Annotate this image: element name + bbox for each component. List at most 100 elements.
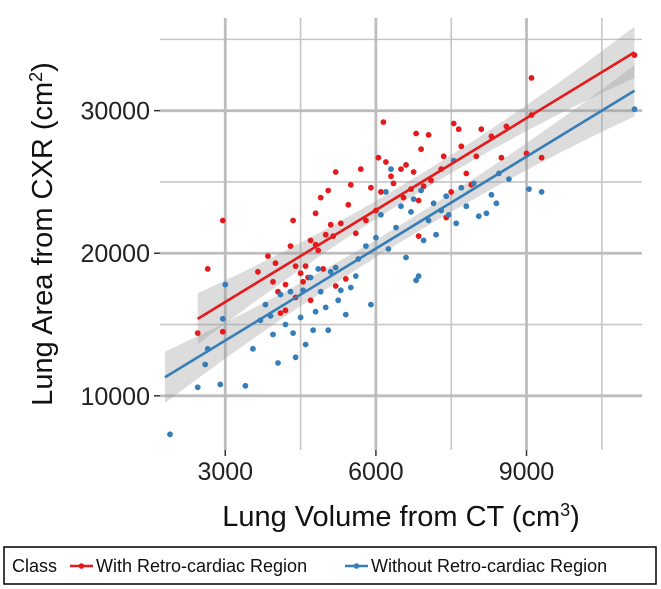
data-point-without (458, 184, 465, 191)
data-point-with (315, 247, 322, 254)
legend-entry-without: Without Retro-cardiac Region (371, 556, 607, 576)
data-point-with (352, 230, 359, 237)
data-point-without (463, 203, 470, 210)
data-point-with (270, 278, 276, 285)
data-point-with (219, 217, 226, 224)
data-point-without (413, 277, 419, 284)
data-point-with (415, 233, 422, 240)
data-point-with (413, 130, 419, 137)
y-tick-label: 10000 (80, 383, 150, 411)
data-point-without (167, 431, 173, 438)
data-point-without (262, 301, 269, 308)
fit-lines (164, 51, 636, 379)
data-point-without (631, 106, 638, 113)
legend-entry-with: With Retro-cardiac Region (96, 556, 307, 576)
data-point-without (325, 327, 332, 334)
y-axis-title: Lung Area from CXR (cm2) (26, 62, 59, 406)
data-point-without (315, 266, 322, 272)
data-point-without (368, 301, 374, 308)
data-point-with (403, 162, 409, 168)
data-point-with (255, 268, 261, 275)
data-point-without (403, 254, 409, 261)
data-point-without (420, 237, 427, 244)
data-point-with (503, 123, 510, 130)
data-point-with (345, 201, 352, 208)
data-point-without (297, 314, 304, 321)
data-point-with (410, 169, 417, 175)
data-point-without (378, 211, 384, 218)
data-point-without (250, 345, 256, 352)
data-point-without (538, 189, 545, 195)
data-point-with (368, 184, 374, 191)
legend-key-with-point (78, 563, 85, 569)
data-point-with (325, 187, 332, 194)
data-point-without (287, 288, 294, 295)
x-tick-label: 6000 (348, 458, 404, 486)
data-point-without (430, 200, 437, 207)
fit-line-without (164, 89, 636, 379)
data-point-with (528, 75, 535, 81)
data-point-without (383, 189, 389, 195)
data-point-with (317, 194, 324, 201)
y-axis-ticks: 10000 20000 30000 (80, 98, 160, 411)
data-point-without (408, 209, 414, 215)
data-point-with (455, 126, 462, 133)
data-point-without (398, 203, 404, 210)
data-point-without (342, 311, 349, 318)
data-point-with (342, 276, 349, 282)
x-axis-ticks: 3000 6000 9000 (197, 450, 554, 486)
data-point-with (347, 181, 354, 188)
data-point-without (222, 281, 229, 288)
data-point-with (307, 297, 314, 304)
data-point-with (473, 153, 480, 160)
data-point-with (282, 307, 289, 314)
data-point-without (363, 243, 369, 250)
data-point-with (297, 270, 304, 277)
legend-box (3, 546, 657, 585)
y-tick-label: 20000 (80, 240, 150, 268)
data-point-without (310, 327, 316, 334)
data-point-with (463, 170, 470, 177)
data-point-without (277, 291, 284, 298)
data-point-with (219, 328, 226, 335)
data-point-with (332, 283, 339, 289)
data-point-with (400, 194, 407, 201)
data-point-with (428, 177, 434, 184)
data-point-without (317, 288, 324, 295)
data-point-with (277, 310, 284, 316)
data-point-without (393, 224, 399, 231)
data-point-without (217, 381, 224, 388)
data-point-without (202, 361, 209, 368)
data-point-with (287, 243, 294, 250)
data-point-with (383, 159, 389, 165)
data-point-without (219, 315, 226, 322)
data-point-without (302, 341, 309, 348)
data-point-without (526, 186, 532, 193)
data-point-without (415, 273, 422, 279)
data-point-with (418, 146, 424, 153)
data-point-with (388, 173, 394, 180)
y-axis-title-superscript: 2 (26, 72, 46, 82)
data-point-with (312, 210, 319, 217)
data-point-with (538, 154, 545, 161)
data-point-without (337, 287, 344, 294)
data-point-with (265, 253, 271, 259)
data-point-without (352, 273, 359, 279)
data-point-without (194, 384, 201, 391)
data-point-with (498, 154, 505, 161)
data-point-without (242, 382, 249, 389)
data-point-with (357, 166, 364, 173)
data-point-without (453, 220, 460, 227)
data-point-with (300, 278, 306, 285)
data-point-with (458, 143, 465, 150)
data-point-with (375, 154, 382, 161)
fit-line-with (196, 51, 636, 320)
data-point-with (440, 153, 447, 160)
data-point-with (282, 281, 289, 288)
data-point-without (332, 264, 339, 271)
x-tick-label: 9000 (499, 458, 555, 486)
data-point-with (363, 217, 369, 224)
data-point-without (445, 211, 452, 218)
data-point-without (410, 196, 417, 203)
